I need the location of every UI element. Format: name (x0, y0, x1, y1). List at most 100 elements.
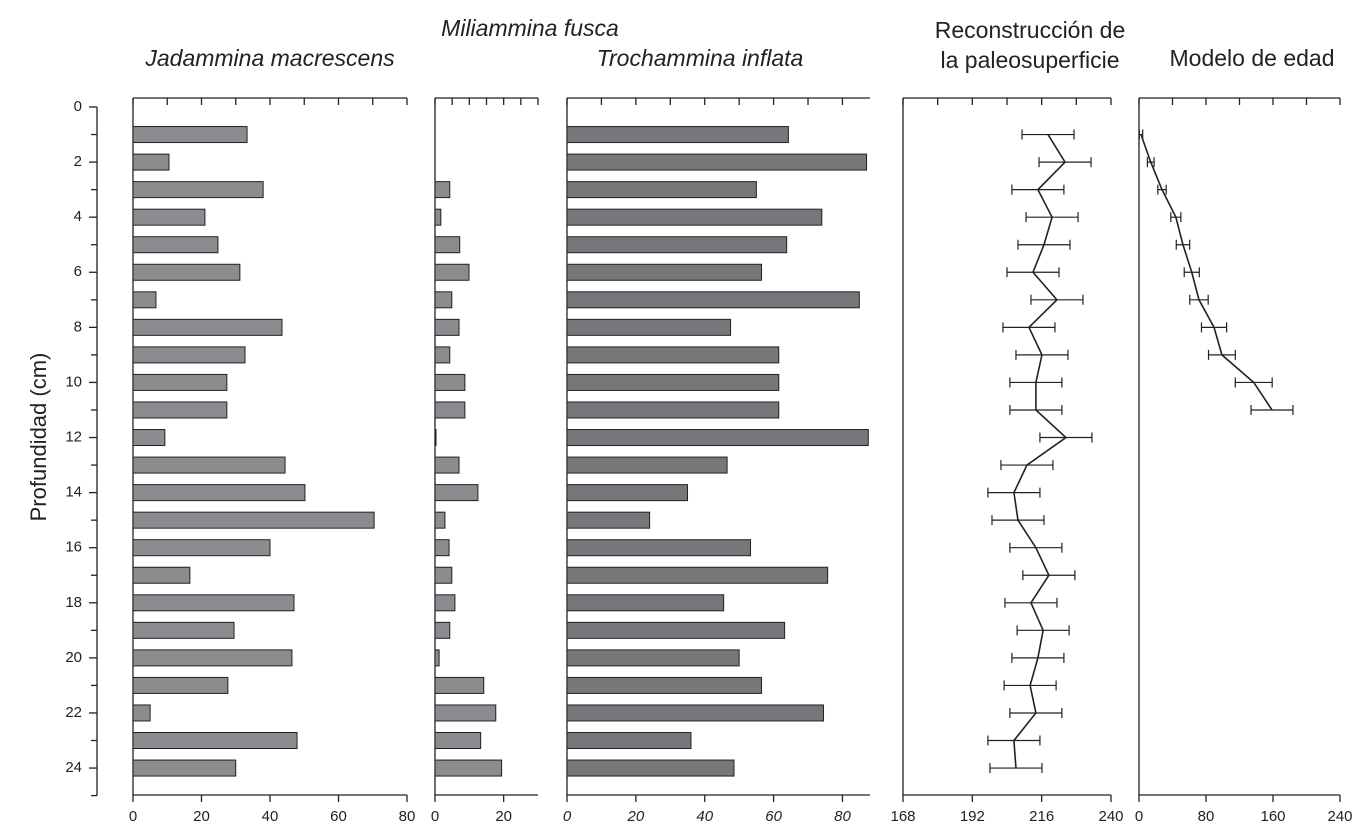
y-tick-label: 6 (74, 263, 82, 280)
bar (434, 208, 442, 226)
x-tick-label: 40 (696, 808, 713, 825)
bar (434, 456, 460, 474)
bar (566, 594, 725, 612)
error-bar (991, 515, 1045, 526)
bar (566, 346, 780, 364)
y-tick-label: 4 (74, 208, 82, 225)
error-bar (1138, 129, 1144, 140)
bar (434, 263, 470, 281)
y-tick-label: 14 (65, 484, 82, 501)
bar (132, 401, 228, 419)
bar (132, 704, 151, 722)
error-bar (1000, 460, 1054, 471)
bar (566, 676, 763, 694)
line (1140, 134, 1273, 411)
x-tick-label: 168 (890, 808, 915, 825)
error-bar (1146, 157, 1155, 168)
bar (434, 511, 446, 529)
bar (132, 181, 264, 199)
panel-title: Modelo de edad (1170, 45, 1335, 71)
error-bar (1207, 349, 1236, 360)
y-tick-label: 2 (74, 153, 82, 170)
bar (566, 621, 786, 639)
error-bar (1006, 267, 1060, 278)
y-tick-label: 10 (65, 373, 82, 390)
bar (434, 181, 451, 199)
bar (434, 566, 453, 584)
x-tick-label: 216 (1029, 808, 1054, 825)
bar (434, 539, 450, 557)
bar (566, 539, 752, 557)
y-axis-label: Profundidad (cm) (26, 353, 51, 522)
x-tick-label: 0 (563, 808, 572, 825)
bar (132, 208, 206, 226)
error-bar (1022, 570, 1076, 581)
error-bar (989, 763, 1043, 774)
bar (434, 346, 451, 364)
error-bar (1175, 239, 1191, 250)
error-bar (1015, 349, 1069, 360)
bar (132, 676, 229, 694)
bar (434, 621, 451, 639)
bar (566, 126, 789, 144)
panel-title: Jadammina macrescens (144, 45, 395, 71)
error-bar (1189, 294, 1209, 305)
y-tick-label: 22 (65, 704, 82, 721)
bar (434, 429, 437, 447)
bar (132, 649, 293, 667)
y-tick-label: 8 (74, 318, 82, 335)
x-tick-label: 240 (1327, 808, 1352, 825)
x-tick-label: 80 (834, 808, 851, 825)
bar (566, 208, 823, 226)
x-tick-label: 40 (262, 808, 279, 825)
bar (434, 676, 485, 694)
bar (434, 318, 460, 336)
bar (434, 373, 466, 391)
bar (434, 704, 497, 722)
bar (434, 484, 479, 502)
y-tick-label: 0 (74, 98, 82, 115)
panel-title: Trochammina inflata (597, 45, 804, 71)
x-tick-label: 80 (1198, 808, 1215, 825)
x-tick-label: 0 (431, 808, 439, 825)
bar (132, 759, 237, 777)
error-bar (1011, 184, 1065, 195)
error-bar (1017, 239, 1071, 250)
error-bar (1200, 322, 1228, 333)
y-tick-label: 12 (65, 428, 82, 445)
bar (566, 484, 689, 502)
bar (132, 511, 375, 529)
error-bar (1011, 652, 1065, 663)
bar (566, 456, 728, 474)
error-bar (1009, 377, 1063, 388)
bar (132, 126, 248, 144)
bar (132, 566, 191, 584)
bar (132, 318, 283, 336)
bar (566, 373, 780, 391)
error-bar (1025, 212, 1079, 223)
bar (566, 649, 740, 667)
x-tick-label: 20 (193, 808, 210, 825)
bar (566, 511, 651, 529)
bar (566, 318, 732, 336)
bar (434, 759, 503, 777)
bar (566, 153, 868, 171)
bar (132, 594, 295, 612)
bar (566, 566, 829, 584)
bar (434, 236, 461, 254)
bar (132, 346, 246, 364)
bar (132, 732, 298, 750)
x-tick-label: 20 (627, 808, 645, 825)
bar (566, 401, 780, 419)
error-bar (1039, 432, 1093, 443)
y-tick-label: 20 (65, 649, 82, 666)
bar (132, 539, 271, 557)
error-bar (1003, 680, 1057, 691)
bar (566, 263, 763, 281)
error-bar (1009, 707, 1063, 718)
bar (132, 153, 170, 171)
error-bar (1002, 322, 1056, 333)
x-tick-label: 0 (1135, 808, 1143, 825)
x-tick-label: 240 (1098, 808, 1123, 825)
x-tick-label: 60 (330, 808, 347, 825)
